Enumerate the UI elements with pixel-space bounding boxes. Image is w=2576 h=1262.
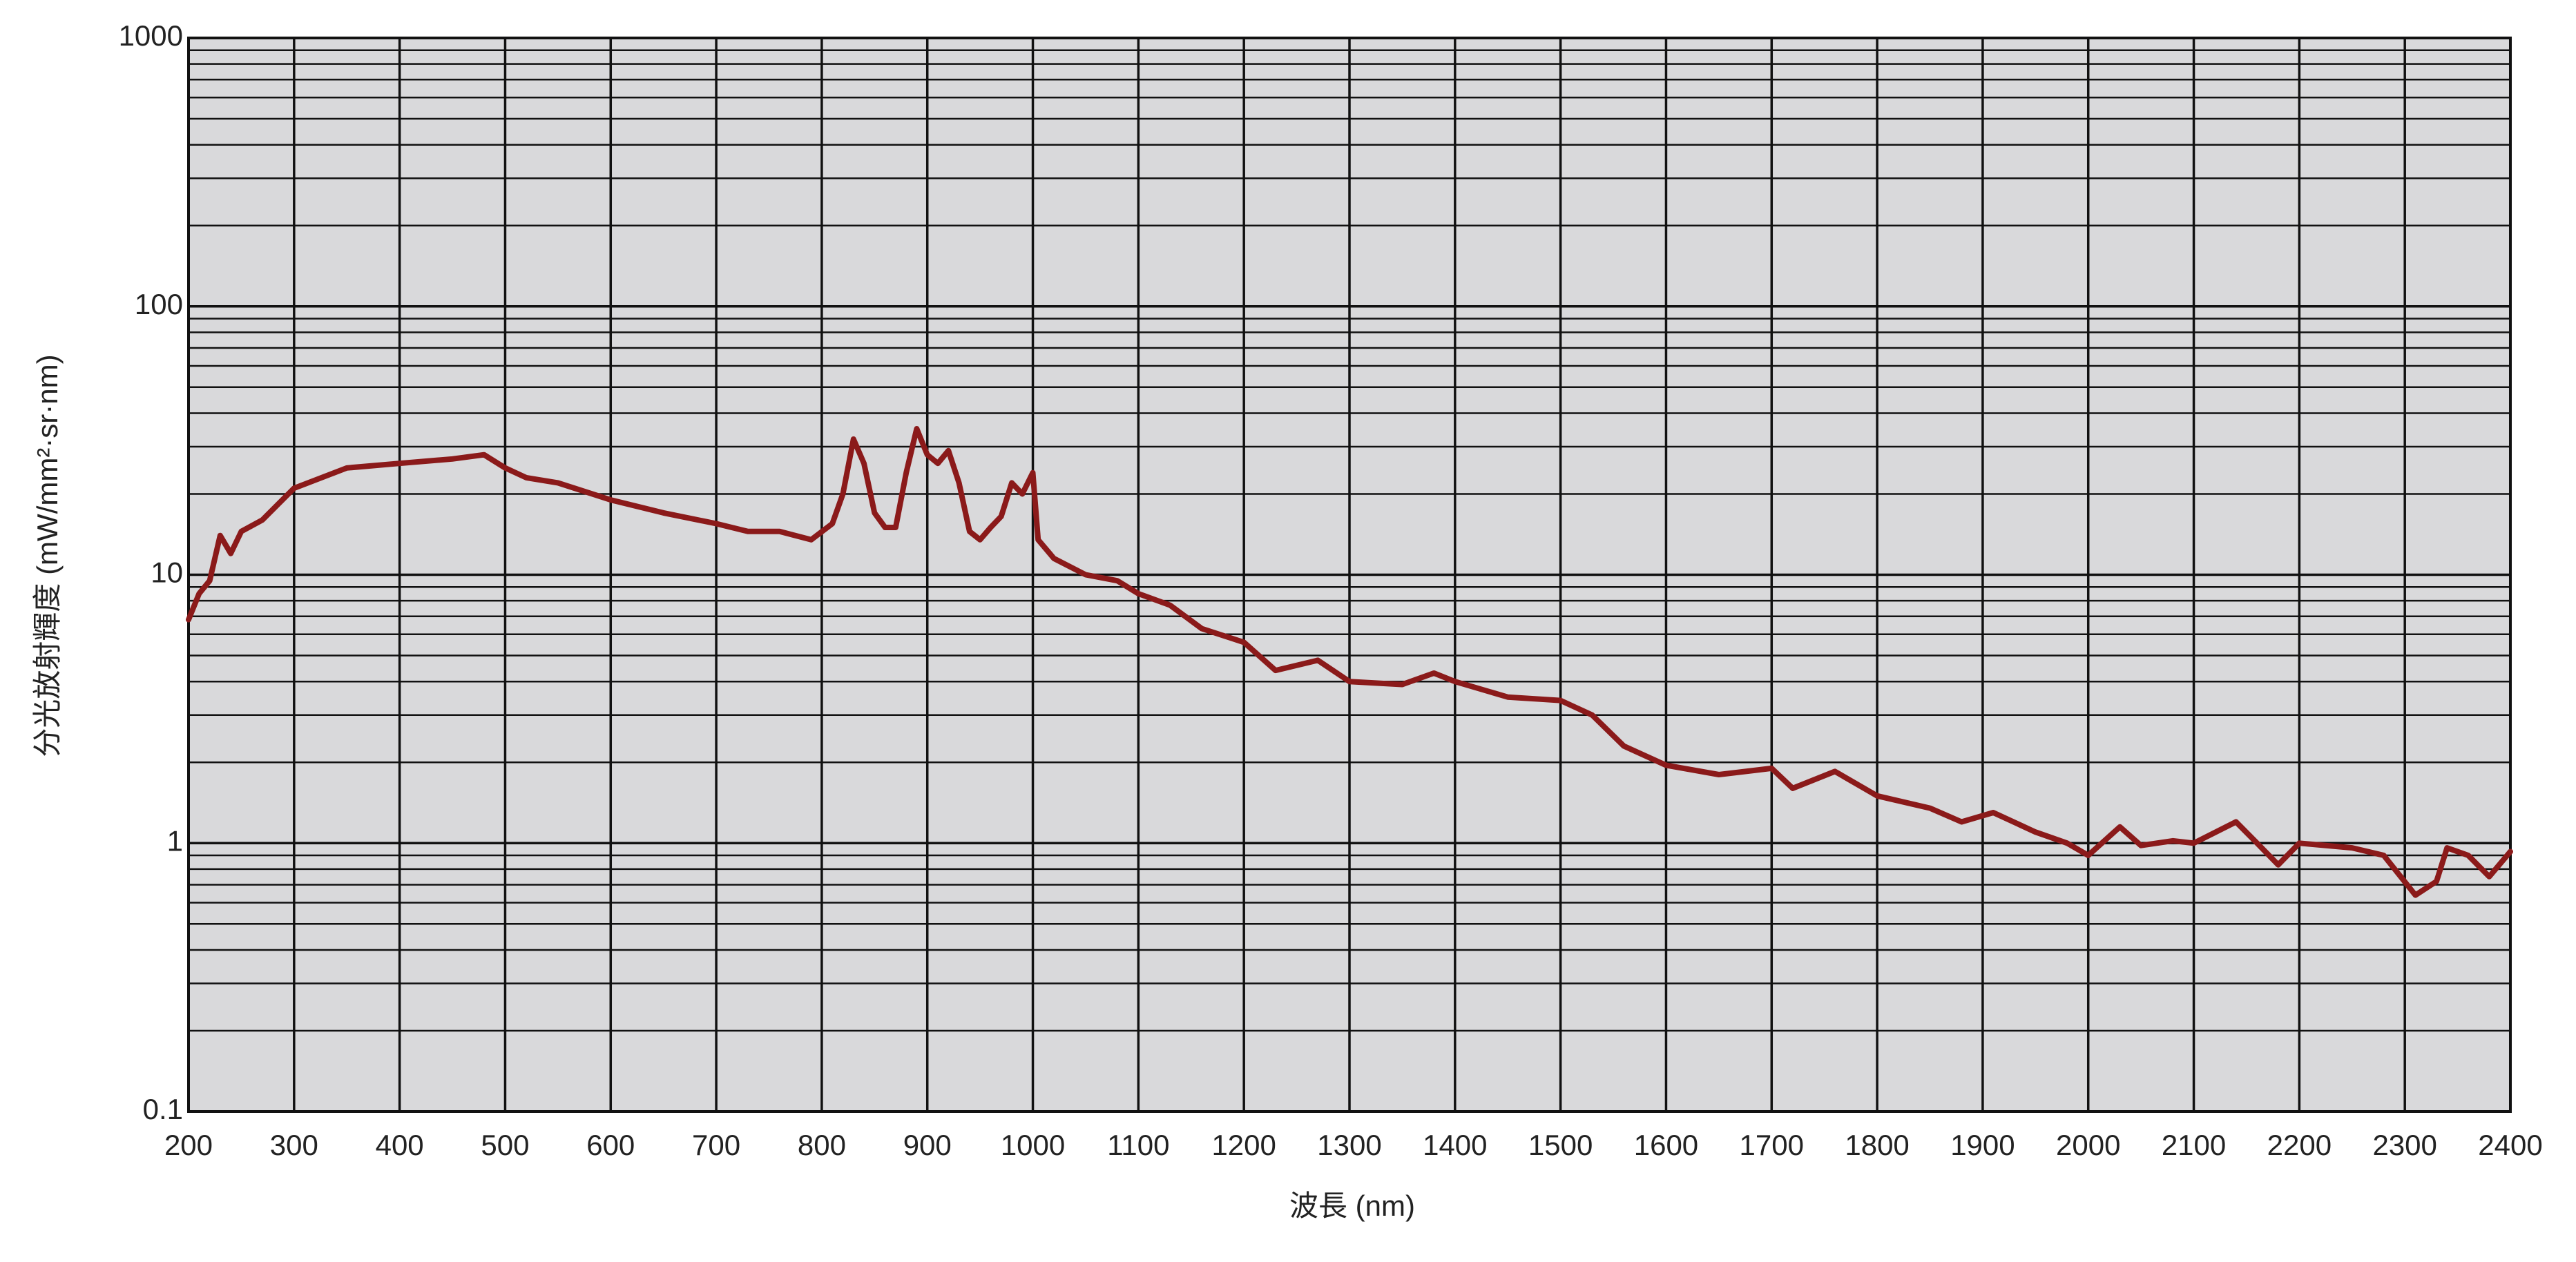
y-axis-label: 分光放射輝度 (mW/mm²·sr·nm) bbox=[31, 354, 64, 757]
x-tick-label: 1600 bbox=[1634, 1129, 1698, 1161]
x-tick-label: 1900 bbox=[1950, 1129, 2015, 1161]
data-line bbox=[186, 426, 2513, 898]
x-tick-label: 900 bbox=[903, 1129, 952, 1161]
x-tick-label: 1000 bbox=[1001, 1129, 1065, 1161]
x-tick-label: 1200 bbox=[1211, 1129, 1276, 1161]
x-tick-label: 300 bbox=[270, 1129, 318, 1161]
x-tick-label: 400 bbox=[376, 1129, 424, 1161]
x-tick-label: 600 bbox=[586, 1129, 635, 1161]
x-tick-label: 200 bbox=[164, 1129, 213, 1161]
x-tick-label: 2300 bbox=[2372, 1129, 2436, 1161]
x-tick-label: 1800 bbox=[1845, 1129, 1909, 1161]
x-tick-label: 700 bbox=[692, 1129, 740, 1161]
x-axis-label: 波長 (nm) bbox=[1289, 1190, 1415, 1222]
y-tick-label: 100 bbox=[135, 288, 183, 320]
x-tick-label: 1300 bbox=[1317, 1129, 1381, 1161]
x-tick-label: 2400 bbox=[2478, 1129, 2542, 1161]
y-tick-label: 1000 bbox=[119, 19, 183, 52]
x-tick-label: 2000 bbox=[2056, 1129, 2120, 1161]
x-tick-label: 1500 bbox=[1528, 1129, 1593, 1161]
x-tick-label: 1700 bbox=[1740, 1129, 1804, 1161]
x-tick-label: 2200 bbox=[2267, 1129, 2332, 1161]
y-tick-label: 10 bbox=[151, 556, 183, 589]
x-tick-label: 800 bbox=[798, 1129, 846, 1161]
y-tick-label: 0.1 bbox=[143, 1093, 183, 1125]
x-tick-label: 500 bbox=[481, 1129, 529, 1161]
x-tick-label: 2100 bbox=[2162, 1129, 2226, 1161]
x-tick-label: 1100 bbox=[1107, 1129, 1169, 1161]
y-tick-label: 1 bbox=[167, 824, 183, 857]
plot-border bbox=[187, 37, 2512, 1113]
x-tick-label: 1400 bbox=[1423, 1129, 1487, 1161]
